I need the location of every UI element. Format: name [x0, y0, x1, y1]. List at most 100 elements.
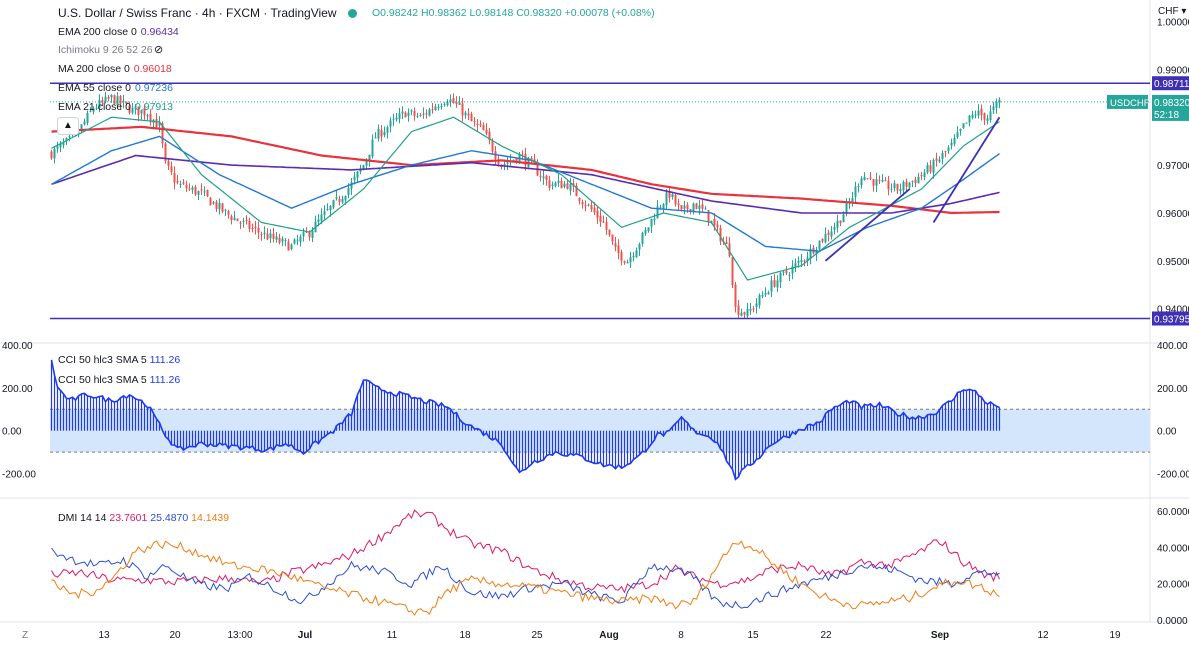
candle-body: [983, 113, 986, 120]
candle-body: [902, 181, 905, 191]
candle-body: [596, 210, 599, 218]
dmi-axis-tick: 60.0000: [1157, 507, 1189, 518]
candle-body: [977, 110, 980, 116]
candle-body: [974, 114, 977, 116]
indicator-ema21[interactable]: EMA 21 close 0 0.97913: [58, 101, 173, 113]
candle-body: [200, 189, 203, 191]
candle-body: [806, 257, 809, 262]
candle-body: [881, 179, 884, 182]
candle-body: [794, 263, 797, 267]
candle-body: [626, 262, 629, 264]
candle-body: [488, 131, 491, 141]
candle-body: [890, 188, 893, 190]
time-axis-label: 19: [1109, 630, 1121, 641]
indicator-ichimoku[interactable]: Ichimoku 9 26 52 26: [58, 44, 153, 56]
candle-body: [905, 181, 908, 187]
cci-legend-2[interactable]: CCI 50 hlc3 SMA 5 111.26: [58, 374, 181, 386]
candle-body: [443, 104, 446, 106]
cci-left-tick: 200.00: [2, 384, 33, 395]
candle-body: [929, 165, 932, 172]
dmi-legend[interactable]: DMI 14 14 23.7601 25.4870 14.1439: [58, 512, 230, 524]
candle-body: [434, 106, 437, 111]
candle-body: [236, 218, 239, 222]
candle-body: [497, 159, 500, 164]
candle-body: [284, 240, 287, 242]
candle-body: [962, 123, 965, 129]
candle-body: [950, 142, 953, 146]
candle-body: [311, 231, 314, 238]
candle-body: [212, 202, 215, 204]
candle-body: [545, 175, 548, 180]
candle-body: [695, 203, 698, 210]
candle-body: [992, 106, 995, 111]
collapse-legend-button[interactable]: ▲: [57, 117, 79, 135]
indicator-ema55[interactable]: EMA 55 close 0 0.97236: [58, 82, 173, 94]
currency-label[interactable]: CHF ▾: [1158, 6, 1187, 17]
candle-body: [935, 158, 938, 161]
candle-body: [440, 105, 443, 107]
candle-body: [692, 203, 695, 212]
candle-body: [251, 228, 254, 230]
hidden-eye-icon[interactable]: ⊘: [154, 44, 164, 56]
candle-body: [863, 176, 866, 181]
candle-body: [617, 245, 620, 254]
candle-body: [257, 227, 260, 233]
candle-body: [347, 188, 350, 195]
candle-body: [107, 97, 110, 99]
candle-body: [581, 202, 584, 205]
cci-left-tick: 0.00: [2, 427, 22, 438]
candle-body: [713, 218, 716, 226]
candle-body: [167, 160, 170, 166]
candle-body: [419, 115, 422, 117]
resistance-label-box: [1152, 76, 1189, 91]
candle-body: [137, 106, 140, 116]
candle-body: [854, 186, 857, 197]
candle-body: [689, 208, 692, 211]
candle-body: [824, 233, 827, 243]
time-axis-label: 11: [387, 630, 398, 641]
candle-body: [716, 224, 719, 228]
candle-body: [53, 148, 56, 159]
candle-body: [233, 217, 236, 221]
candle-body: [263, 232, 266, 234]
candle-body: [239, 222, 242, 224]
candle-body: [131, 107, 134, 113]
candle-body: [557, 180, 560, 184]
candle-body: [803, 260, 806, 262]
cci-axis-tick: 200.00: [1157, 384, 1188, 395]
candle-body: [665, 192, 668, 206]
indicator-ma200[interactable]: MA 200 close 0 0.96018: [58, 63, 172, 75]
candle-body: [773, 279, 776, 287]
candle-body: [584, 205, 587, 207]
candle-body: [173, 172, 176, 183]
candle-body: [632, 255, 635, 258]
candle-body: [230, 216, 233, 221]
time-axis-label: 13: [98, 630, 110, 641]
candle-body: [869, 177, 872, 179]
candle-body: [830, 231, 833, 237]
indicator-ema200[interactable]: EMA 200 close 0 0.96434: [58, 26, 179, 38]
candle-body: [221, 203, 224, 212]
candle-body: [188, 188, 191, 190]
candle-body: [407, 112, 410, 117]
candle-body: [818, 240, 821, 250]
candle-body: [260, 234, 263, 236]
candle-body: [248, 221, 251, 229]
timezone-button[interactable]: Z: [21, 630, 29, 641]
candle-body: [917, 176, 920, 184]
candle-body: [320, 214, 323, 221]
candle-body: [326, 208, 329, 210]
candle-body: [599, 215, 602, 223]
candle-body: [560, 180, 563, 189]
cci-legend-1[interactable]: CCI 50 hlc3 SMA 5 111.26: [58, 354, 181, 366]
candle-body: [296, 240, 299, 242]
candle-body: [266, 233, 269, 240]
candle-body: [770, 280, 773, 292]
candle-body: [656, 206, 659, 219]
candle-body: [125, 101, 128, 104]
